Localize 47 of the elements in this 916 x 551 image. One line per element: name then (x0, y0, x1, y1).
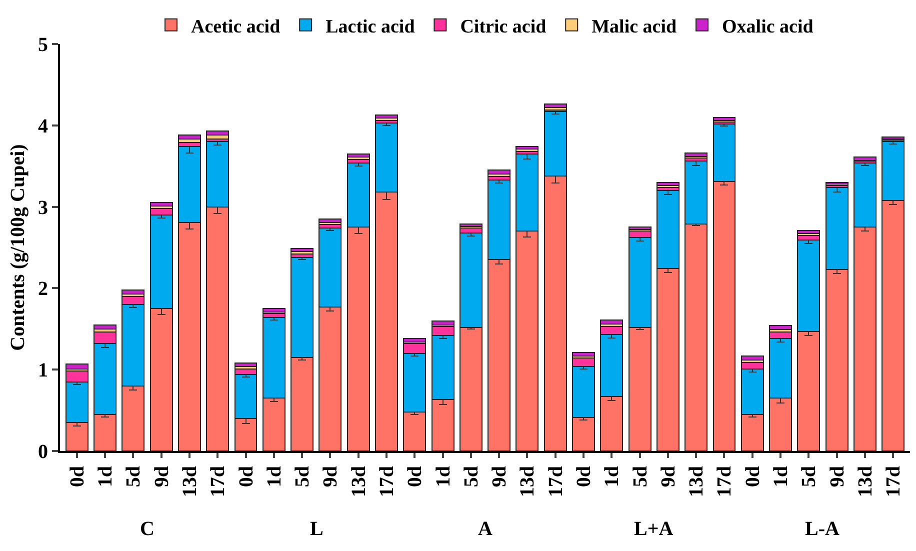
x-tick-label: 0d (235, 466, 258, 488)
x-tick-label: 9d (657, 466, 680, 488)
text: L+A (634, 518, 674, 540)
y-tick-label: 2 (38, 278, 48, 300)
text: A (478, 518, 493, 540)
legend-label: Oxalic acid (722, 16, 814, 38)
y-tick-label: 1 (38, 360, 48, 382)
x-tick-label: 13d (854, 466, 876, 498)
x-tick-label: 1d (263, 466, 286, 488)
x-tick-label: 0d (404, 466, 426, 488)
legend-label: Acetic acid (191, 16, 281, 38)
y-tick-label: 0 (38, 441, 48, 463)
x-tick-label: 9d (320, 466, 342, 488)
x-tick-label: 17d (882, 466, 905, 498)
x-tick-label: 13d (348, 466, 370, 498)
x-tick-label: 5d (460, 466, 482, 488)
x-tick-label: 17d (544, 466, 567, 498)
x-tick-label: 1d (770, 466, 792, 488)
y-axis-title: Contents (g/100g Cupei) (7, 144, 29, 351)
x-tick-label: 13d (686, 466, 708, 498)
x-tick-label: 0d (573, 466, 596, 488)
x-tick-label: 17d (207, 466, 230, 498)
x-tick-label: 9d (150, 466, 173, 488)
x-tick-label: 17d (376, 466, 398, 498)
y-tick-label: 5 (38, 34, 48, 56)
text: L-A (805, 518, 840, 540)
legend-label: Citric acid (460, 16, 547, 38)
x-tick-label: 1d (601, 466, 624, 488)
y-tick-label: 3 (38, 196, 48, 219)
x-tick-label: 17d (714, 466, 736, 498)
x-tick-label: 0d (66, 466, 88, 488)
x-tick-label: 13d (178, 466, 201, 498)
x-tick-label: 5d (798, 466, 820, 488)
text: C (140, 518, 154, 540)
x-tick-label: 13d (516, 466, 539, 498)
x-tick-label: 5d (292, 466, 314, 488)
x-tick-label: 1d (94, 466, 117, 488)
x-tick-label: 5d (122, 466, 145, 488)
legend-label: Lactic acid (326, 16, 416, 38)
x-tick-label: 9d (488, 466, 511, 488)
x-tick-label: 1d (432, 466, 454, 488)
x-tick-label: 0d (742, 466, 764, 488)
x-tick-label: 9d (826, 466, 848, 488)
legend-label: Malic acid (592, 16, 678, 38)
y-tick-label: 4 (38, 115, 48, 138)
x-tick-label: 5d (629, 466, 652, 488)
text: L (310, 518, 324, 540)
